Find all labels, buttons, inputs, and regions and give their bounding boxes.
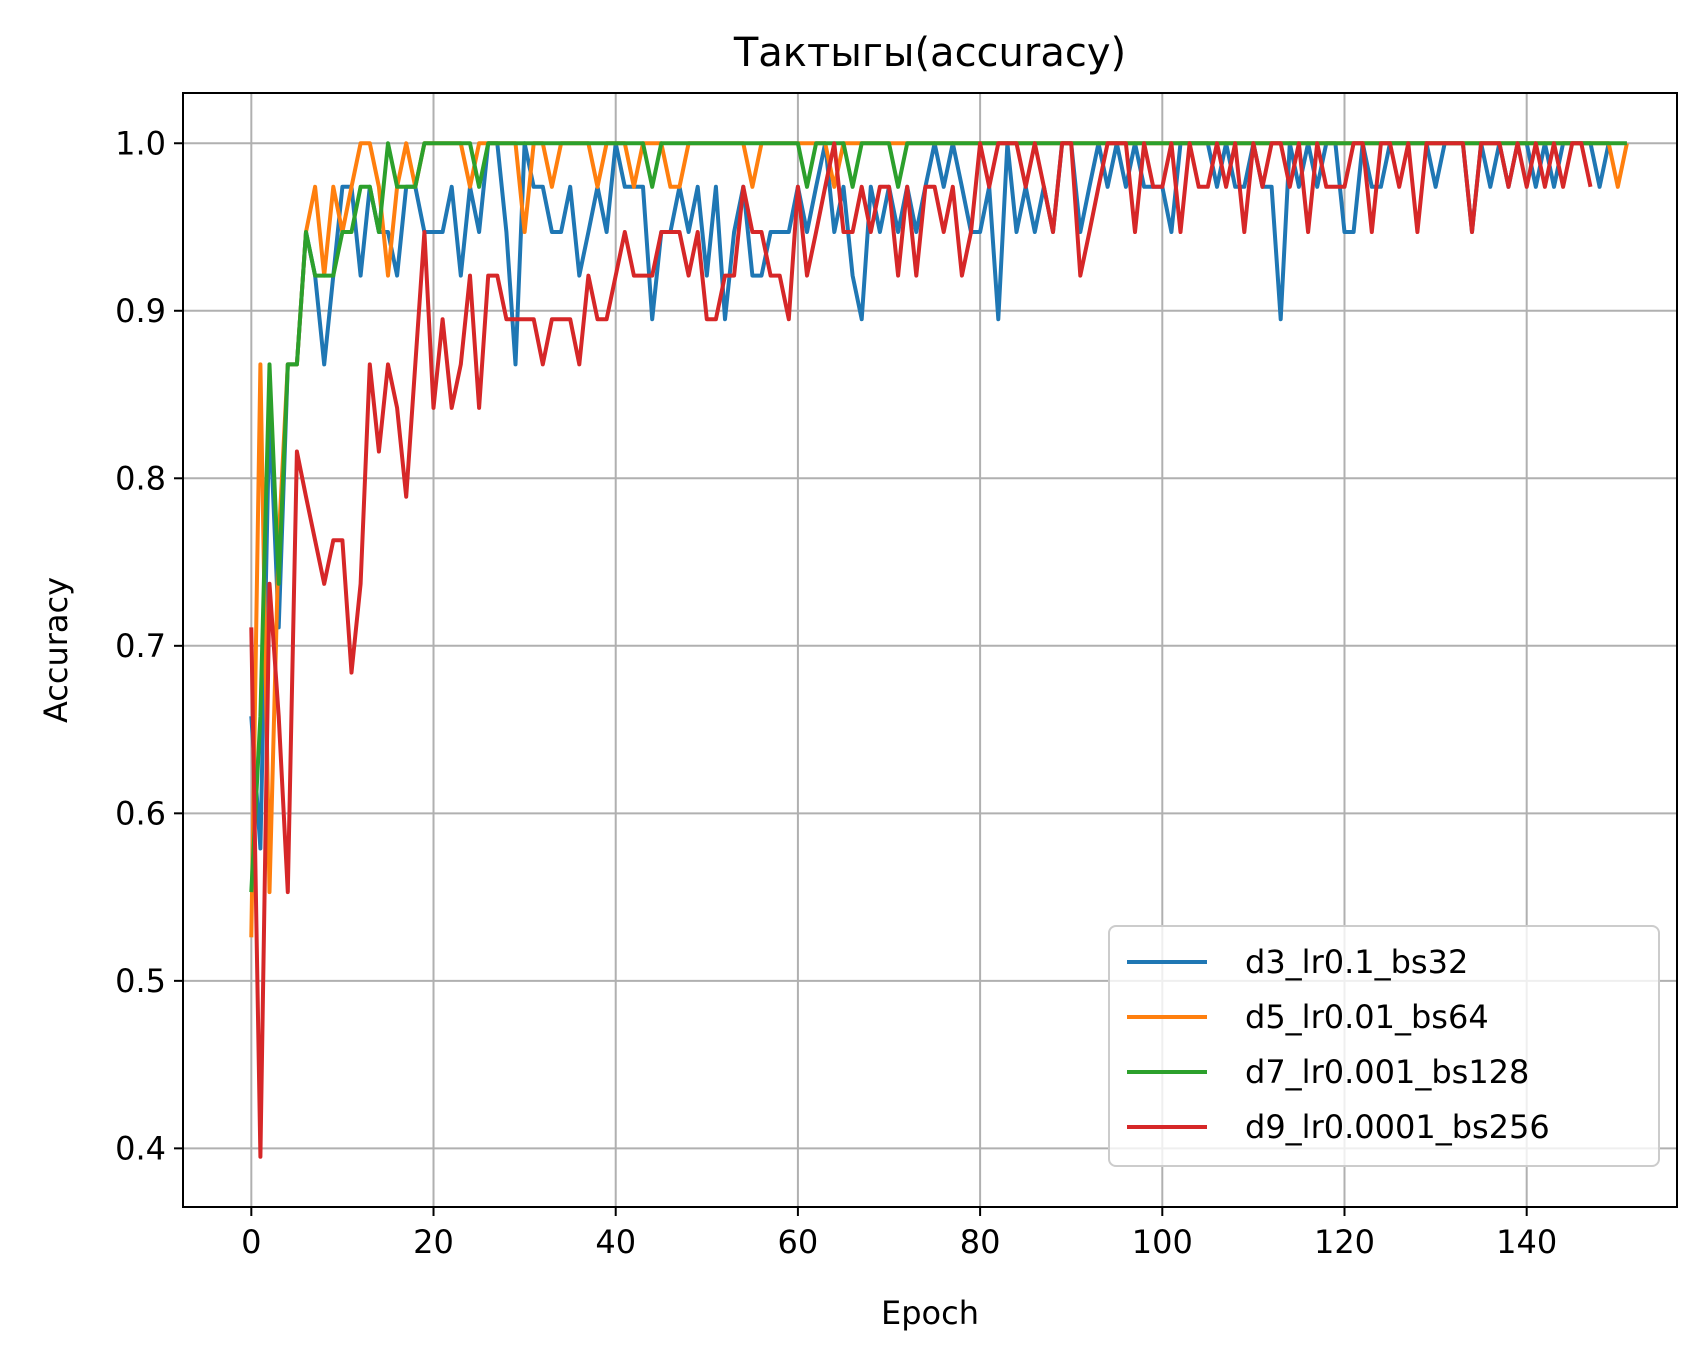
legend-label: d5_lr0.01_bs64 <box>1245 998 1489 1036</box>
legend-label: d9_lr0.0001_bs256 <box>1245 1108 1550 1146</box>
legend-label: d7_lr0.001_bs128 <box>1245 1053 1529 1091</box>
series-line-d9_lr0.0001_bs256 <box>249 141 1593 1159</box>
legend-label: d3_lr0.1_bs32 <box>1245 943 1468 981</box>
y-tick-label: 0.5 <box>115 962 166 1000</box>
y-tick-label: 0.7 <box>115 627 166 665</box>
legend-box <box>1108 925 1660 1167</box>
series-lines <box>249 141 1629 1159</box>
x-tick-label: 0 <box>241 1223 261 1261</box>
y-tick-label: 1.0 <box>115 124 166 162</box>
x-axis-label: Epoch <box>881 1294 979 1332</box>
y-tick-label: 0.8 <box>115 459 166 497</box>
y-tick-label: 0.6 <box>115 794 166 832</box>
x-tick-label: 60 <box>778 1223 819 1261</box>
x-tick-label: 40 <box>595 1223 636 1261</box>
x-tick-label: 80 <box>960 1223 1001 1261</box>
axis-ticks: 0 20 40 60 80 100 120 140 0.4 0.5 0.6 0.7 0.8 0.9 1.0 <box>115 124 1557 1261</box>
legend: d3_lr0.1_bs32 d5_lr0.01_bs64 d7_lr0.001_bs… <box>1108 925 1660 1167</box>
series-line-d3_lr0.1_bs32 <box>249 141 1611 851</box>
chart-title: Тактыгы(accuracy) <box>733 30 1126 76</box>
axes-frame <box>182 92 1678 1208</box>
x-tick-label: 20 <box>413 1223 454 1261</box>
x-tick-label: 100 <box>1132 1223 1193 1261</box>
y-tick-label: 0.9 <box>115 292 166 330</box>
series-line-d7_lr0.001_bs128 <box>249 141 1627 893</box>
y-tick-label: 0.4 <box>115 1129 166 1167</box>
x-tick-label: 140 <box>1496 1223 1557 1261</box>
x-tick-label: 120 <box>1314 1223 1375 1261</box>
y-axis-label: Accuracy <box>37 577 75 723</box>
